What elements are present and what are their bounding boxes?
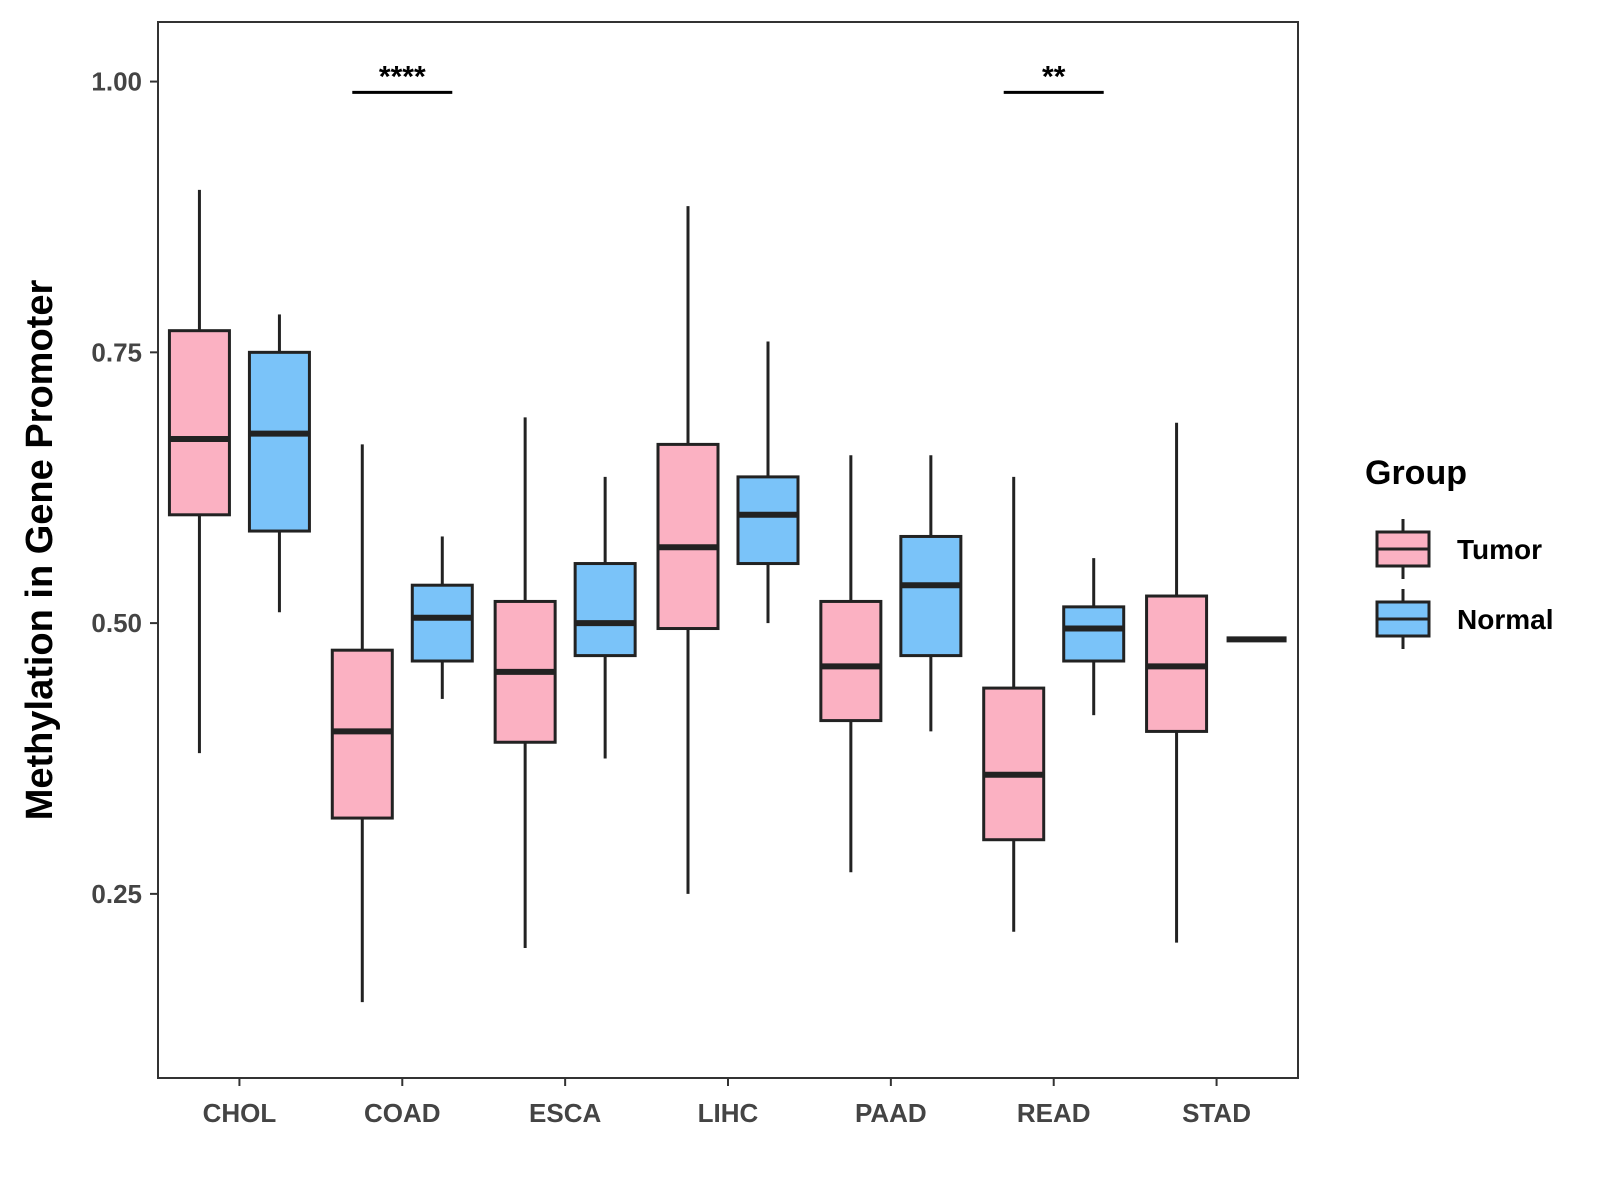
legend-title: Group [1365,454,1467,492]
box-iqr [736,475,800,566]
box-normal-coad [410,536,474,699]
box-normal-chol [247,314,311,613]
plot-area: **** ** [167,60,1287,1003]
y-tick-label: 0.75 [91,337,142,367]
y-axis-title: Methylation in Gene Promoter [19,280,61,821]
box-tumor-stad [1145,422,1209,943]
box-tumor-read [982,476,1046,932]
series-normal [247,314,1287,759]
y-axis: 0.25 0.50 0.75 1.00 [91,67,158,909]
x-tick-label: COAD [364,1098,441,1128]
significance-label: ** [1042,60,1066,93]
box-iqr [1062,605,1126,663]
box-iqr [656,442,720,631]
box-iqr [410,583,474,663]
box-normal-lihc [736,341,800,624]
box-normal-esca [573,476,637,759]
x-tick-label: CHOL [203,1098,277,1128]
box-tumor-coad [330,444,394,1003]
box-tumor-esca [493,417,557,949]
x-tick-label: PAAD [855,1098,927,1128]
legend: Group Tumor Normal [1365,454,1553,649]
box-iqr [899,534,963,658]
x-axis: CHOL COAD ESCA LIHC PAAD READ STAD [203,1078,1251,1128]
significance-label: **** [379,60,426,93]
box-tumor-chol [167,189,231,754]
box-normal-read [1062,558,1126,716]
x-tick-label: ESCA [529,1098,601,1128]
x-tick-label: LIHC [698,1098,759,1128]
x-tick-label: READ [1017,1098,1091,1128]
x-tick-label: STAD [1182,1098,1251,1128]
y-tick-label: 0.25 [91,879,142,909]
series-tumor [167,189,1209,1003]
box-iqr [819,599,883,723]
y-tick-label: 1.00 [91,67,142,97]
y-tick-label: 0.50 [91,608,142,638]
box-tumor-paad [819,455,883,873]
box-iqr [982,686,1046,842]
box-tumor-lihc [656,206,720,894]
legend-item-tumor: Tumor [1375,519,1542,579]
box-normal-paad [899,455,963,732]
legend-label: Normal [1457,604,1553,635]
box-iqr [247,350,311,533]
legend-label: Tumor [1457,534,1542,565]
box-iqr [573,562,637,658]
legend-item-normal: Normal [1375,589,1553,649]
box-iqr [167,329,231,517]
